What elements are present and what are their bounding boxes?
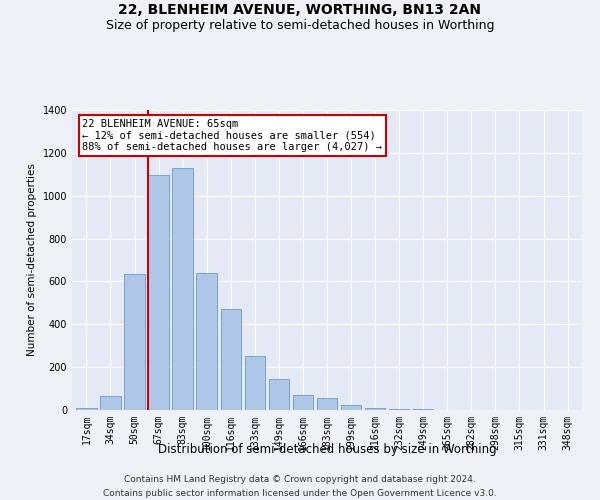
Text: 22 BLENHEIM AVENUE: 65sqm
← 12% of semi-detached houses are smaller (554)
88% of: 22 BLENHEIM AVENUE: 65sqm ← 12% of semi-… <box>82 119 382 152</box>
Y-axis label: Number of semi-detached properties: Number of semi-detached properties <box>27 164 37 356</box>
Bar <box>293 395 313 410</box>
Bar <box>389 409 409 410</box>
Bar <box>196 273 217 410</box>
Text: Distribution of semi-detached houses by size in Worthing: Distribution of semi-detached houses by … <box>158 442 496 456</box>
Bar <box>317 398 337 410</box>
Text: Size of property relative to semi-detached houses in Worthing: Size of property relative to semi-detach… <box>106 19 494 32</box>
Bar <box>269 379 289 410</box>
Text: Contains HM Land Registry data © Crown copyright and database right 2024.
Contai: Contains HM Land Registry data © Crown c… <box>103 476 497 498</box>
Text: 22, BLENHEIM AVENUE, WORTHING, BN13 2AN: 22, BLENHEIM AVENUE, WORTHING, BN13 2AN <box>119 2 482 16</box>
Bar <box>172 168 193 410</box>
Bar <box>148 176 169 410</box>
Bar <box>221 310 241 410</box>
Bar <box>124 274 145 410</box>
Bar <box>76 408 97 410</box>
Bar <box>100 396 121 410</box>
Bar <box>365 408 385 410</box>
Bar <box>245 356 265 410</box>
Bar <box>413 409 433 410</box>
Bar <box>341 404 361 410</box>
